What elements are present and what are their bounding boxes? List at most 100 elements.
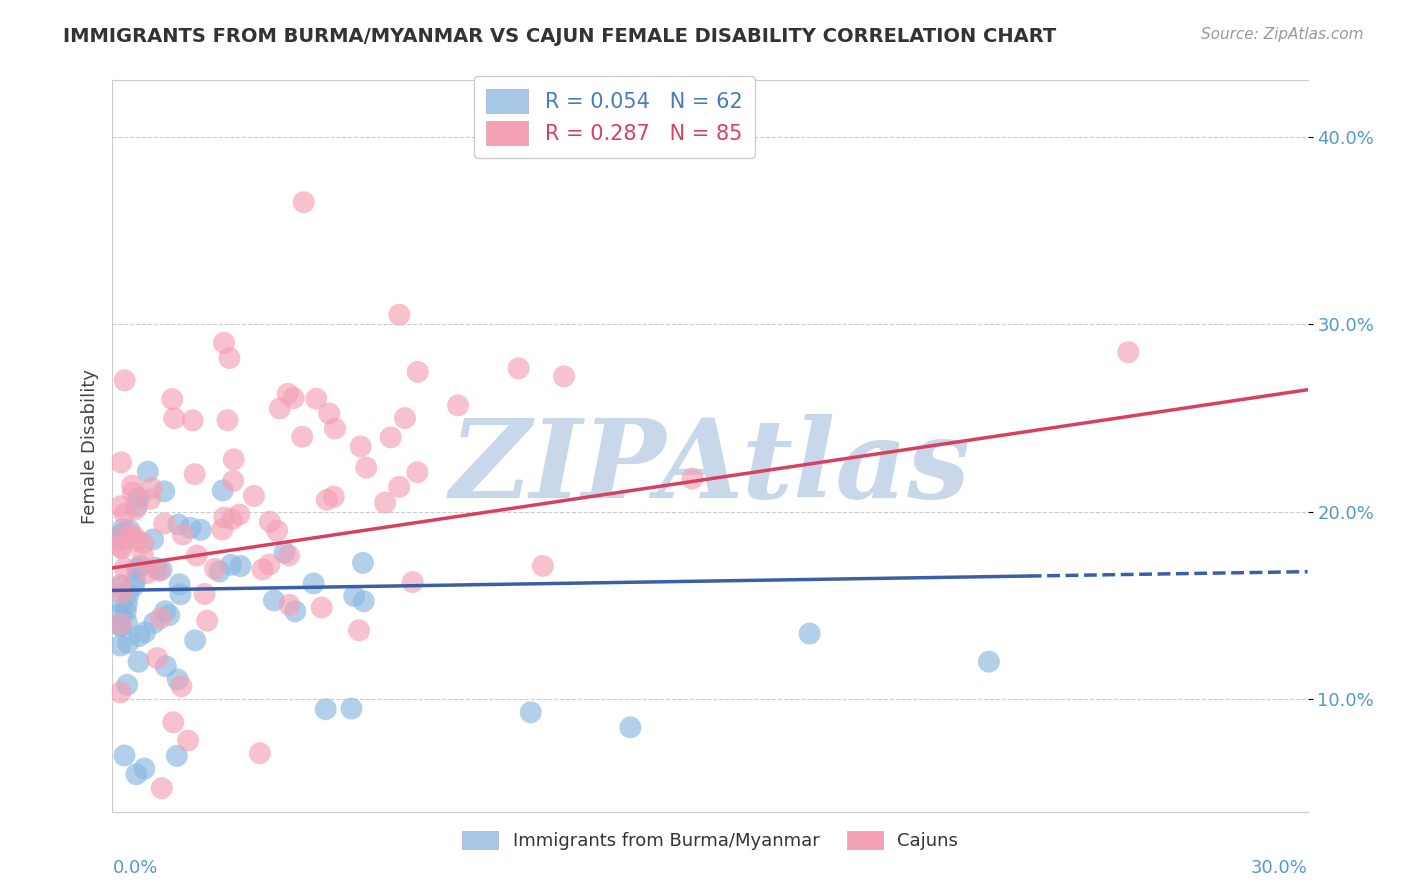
Point bbox=[219, 558, 242, 572]
Text: IMMIGRANTS FROM BURMA/MYANMAR VS CAJUN FEMALE DISABILITY CORRELATION CHART: IMMIGRANTS FROM BURMA/MYANMAR VS CAJUN F… bbox=[63, 27, 1056, 45]
Point bbox=[184, 633, 207, 648]
Point bbox=[115, 604, 138, 618]
Point bbox=[125, 533, 148, 548]
Point bbox=[136, 566, 159, 581]
Point bbox=[111, 586, 134, 600]
Point bbox=[388, 480, 411, 494]
Point bbox=[121, 486, 143, 500]
Point bbox=[153, 484, 176, 499]
Point bbox=[125, 767, 148, 781]
Point bbox=[181, 413, 204, 427]
Point bbox=[127, 499, 149, 513]
Point bbox=[681, 472, 703, 486]
Point bbox=[977, 655, 1000, 669]
Point bbox=[149, 611, 172, 625]
Point bbox=[284, 604, 307, 618]
Point bbox=[111, 529, 134, 543]
Point bbox=[259, 515, 281, 529]
Point bbox=[121, 478, 143, 492]
Point bbox=[110, 616, 132, 631]
Point bbox=[124, 574, 146, 588]
Point bbox=[222, 474, 245, 488]
Point bbox=[117, 636, 139, 650]
Text: 30.0%: 30.0% bbox=[1251, 859, 1308, 877]
Point bbox=[799, 626, 821, 640]
Point bbox=[619, 720, 641, 734]
Text: 0.0%: 0.0% bbox=[112, 859, 157, 877]
Point bbox=[169, 577, 191, 591]
Point bbox=[120, 527, 142, 541]
Text: Source: ZipAtlas.com: Source: ZipAtlas.com bbox=[1201, 27, 1364, 42]
Point bbox=[553, 369, 575, 384]
Point bbox=[277, 386, 299, 401]
Point bbox=[208, 565, 231, 579]
Point bbox=[406, 365, 429, 379]
Point bbox=[243, 489, 266, 503]
Point bbox=[114, 561, 136, 575]
Point bbox=[129, 558, 152, 573]
Point bbox=[212, 335, 235, 350]
Point bbox=[179, 521, 201, 535]
Point bbox=[340, 701, 363, 715]
Point bbox=[278, 549, 301, 563]
Point bbox=[111, 541, 134, 556]
Point bbox=[302, 576, 325, 591]
Point bbox=[374, 496, 396, 510]
Point bbox=[195, 614, 218, 628]
Point bbox=[167, 517, 190, 532]
Point bbox=[447, 398, 470, 412]
Point bbox=[134, 762, 156, 776]
Point bbox=[166, 748, 188, 763]
Y-axis label: Female Disability: Female Disability bbox=[80, 368, 98, 524]
Point bbox=[305, 392, 328, 406]
Point bbox=[214, 510, 236, 524]
Point bbox=[204, 562, 226, 576]
Point bbox=[143, 615, 166, 630]
Point bbox=[252, 562, 274, 576]
Point bbox=[353, 594, 375, 608]
Point bbox=[114, 373, 136, 387]
Point bbox=[124, 502, 146, 516]
Point bbox=[110, 618, 132, 632]
Point bbox=[322, 490, 344, 504]
Point bbox=[110, 619, 132, 633]
Point bbox=[211, 483, 233, 498]
Point bbox=[508, 361, 530, 376]
Point bbox=[132, 536, 155, 550]
Point bbox=[402, 575, 425, 590]
Point bbox=[352, 556, 374, 570]
Point bbox=[110, 540, 132, 554]
Point bbox=[186, 549, 208, 563]
Point bbox=[211, 523, 233, 537]
Point bbox=[110, 685, 132, 699]
Point bbox=[114, 507, 136, 521]
Point bbox=[291, 430, 314, 444]
Point bbox=[128, 629, 150, 643]
Point bbox=[118, 523, 141, 537]
Point bbox=[278, 598, 301, 612]
Point bbox=[217, 413, 239, 427]
Text: ZIPAtlas: ZIPAtlas bbox=[450, 414, 970, 522]
Point bbox=[315, 492, 337, 507]
Point bbox=[148, 564, 170, 578]
Point bbox=[259, 558, 281, 572]
Point bbox=[157, 608, 180, 623]
Point bbox=[110, 607, 132, 621]
Point bbox=[110, 578, 132, 592]
Point bbox=[228, 508, 250, 522]
Point bbox=[110, 500, 132, 514]
Point bbox=[347, 624, 370, 638]
Point bbox=[170, 679, 193, 693]
Point bbox=[153, 604, 176, 618]
Point bbox=[115, 615, 138, 630]
Point bbox=[112, 522, 135, 536]
Point bbox=[177, 733, 200, 747]
Point bbox=[169, 587, 191, 601]
Point bbox=[136, 465, 159, 479]
Point bbox=[127, 562, 149, 576]
Point bbox=[153, 516, 176, 531]
Point bbox=[110, 455, 132, 469]
Point bbox=[110, 639, 132, 653]
Point bbox=[318, 407, 340, 421]
Point bbox=[111, 527, 134, 541]
